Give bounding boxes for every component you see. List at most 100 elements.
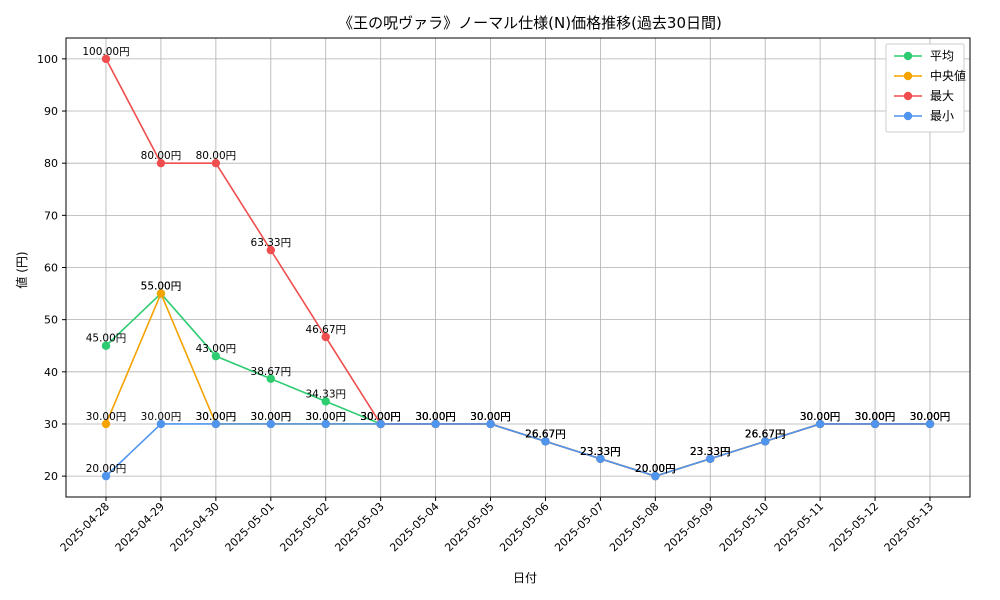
data-point: [321, 419, 330, 429]
data-label: 30.00円: [360, 411, 401, 423]
data-point: [376, 419, 385, 429]
data-label: 30.00円: [415, 411, 456, 423]
y-tick-label: 50: [44, 314, 58, 327]
data-label: 30.00円: [470, 411, 511, 423]
data-point: [266, 245, 275, 255]
y-tick-label: 70: [44, 209, 58, 222]
data-point: [266, 374, 275, 383]
data-point: [541, 437, 550, 446]
data-label: 30.00円: [470, 411, 511, 423]
data-label: 30.00円: [360, 411, 401, 423]
data-label: 45.00円: [86, 333, 127, 345]
data-point: [761, 437, 770, 446]
data-label: 30.00円: [251, 411, 292, 423]
y-tick-label: 90: [44, 105, 58, 118]
data-label: 26.67円: [745, 428, 786, 440]
y-tick-label: 20: [44, 470, 58, 483]
data-label: 26.67円: [525, 428, 566, 440]
data-label: 20.00円: [635, 463, 676, 475]
data-label: 38.67円: [251, 366, 292, 378]
data-label: 34.33円: [305, 388, 346, 400]
legend-box: [885, 43, 965, 133]
data-label: 30.00円: [196, 411, 237, 423]
data-label: 26.67円: [745, 428, 786, 440]
data-label: 46.67円: [305, 324, 346, 336]
data-point: [156, 158, 166, 168]
data-label: 26.67円: [745, 428, 786, 440]
data-label: 26.67円: [745, 428, 786, 440]
data-label: 30.00円: [910, 411, 951, 423]
legend-entry: 最小: [930, 109, 954, 123]
data-label: 23.33円: [580, 446, 621, 458]
legend-marker: [903, 51, 913, 61]
data-label: 30.00円: [305, 411, 346, 423]
data-point: [431, 419, 440, 429]
y-tick-label: 100: [37, 53, 58, 66]
series-line: [105, 423, 930, 477]
series-layer: [101, 54, 935, 481]
data-label: 30.00円: [910, 411, 951, 423]
legend-entry: 平均: [930, 49, 954, 63]
y-tick-label: 80: [44, 157, 58, 170]
legend-entry: 中央値: [930, 68, 966, 83]
grid-layer: [66, 38, 970, 497]
data-point: [815, 419, 825, 429]
data-label: 30.00円: [305, 411, 346, 423]
y-axis-label: 値 (円): [14, 251, 29, 288]
data-label: 55.00円: [141, 281, 182, 293]
data-label: 30.00円: [800, 411, 841, 423]
data-label: 30.00円: [800, 411, 841, 423]
data-label: 30.00円: [360, 411, 401, 423]
legend-marker: [903, 111, 913, 121]
data-label: 23.33円: [690, 446, 731, 458]
legend-marker: [903, 71, 913, 81]
data-point: [321, 397, 330, 406]
data-label: 20.00円: [635, 463, 676, 475]
data-label: 30.00円: [415, 411, 456, 423]
data-label: 30.00円: [855, 411, 896, 423]
data-point: [101, 341, 111, 350]
data-label: 30.00円: [415, 411, 456, 423]
data-label: 30.00円: [415, 411, 456, 423]
x-axis-label: 日付: [513, 571, 537, 585]
y-tick-label: 30: [44, 418, 58, 431]
data-point: [651, 471, 660, 481]
legend-marker: [903, 91, 913, 101]
data-label: 30.00円: [470, 411, 511, 423]
data-point: [211, 158, 221, 168]
data-label: 23.33円: [690, 446, 731, 458]
data-label: 30.00円: [141, 411, 182, 423]
data-label: 20.00円: [635, 463, 676, 475]
data-label: 30.00円: [800, 411, 841, 423]
data-label: 43.00円: [196, 343, 237, 355]
data-label: 100.00円: [82, 46, 129, 58]
data-label: 30.00円: [251, 411, 292, 423]
data-label: 80.00円: [196, 150, 237, 162]
data-label: 23.33円: [580, 446, 621, 458]
legend-entry: 最大: [930, 89, 954, 103]
data-label: 30.00円: [910, 411, 951, 423]
chart-title: 《王の呪ヴァラ》ノーマル仕様(N)価格推移(過去30日間): [338, 14, 722, 32]
data-point: [925, 419, 935, 429]
data-label: 30.00円: [855, 411, 896, 423]
data-label: 23.33円: [580, 446, 621, 458]
data-label: 26.67円: [525, 428, 566, 440]
data-point: [101, 54, 111, 64]
data-point: [321, 332, 330, 342]
data-label: 23.33円: [580, 446, 621, 458]
data-label: 23.33円: [690, 446, 731, 458]
data-point: [101, 419, 111, 429]
data-label: 20.00円: [86, 463, 127, 475]
data-point: [266, 419, 275, 429]
data-label: 30.00円: [470, 411, 511, 423]
data-label: 20.00円: [635, 463, 676, 475]
y-tick-label: 60: [44, 262, 58, 275]
data-label: 55.00円: [141, 281, 182, 293]
data-point: [486, 419, 495, 429]
data-label: 30.00円: [910, 411, 951, 423]
data-point: [870, 419, 880, 429]
data-label: 30.00円: [800, 411, 841, 423]
